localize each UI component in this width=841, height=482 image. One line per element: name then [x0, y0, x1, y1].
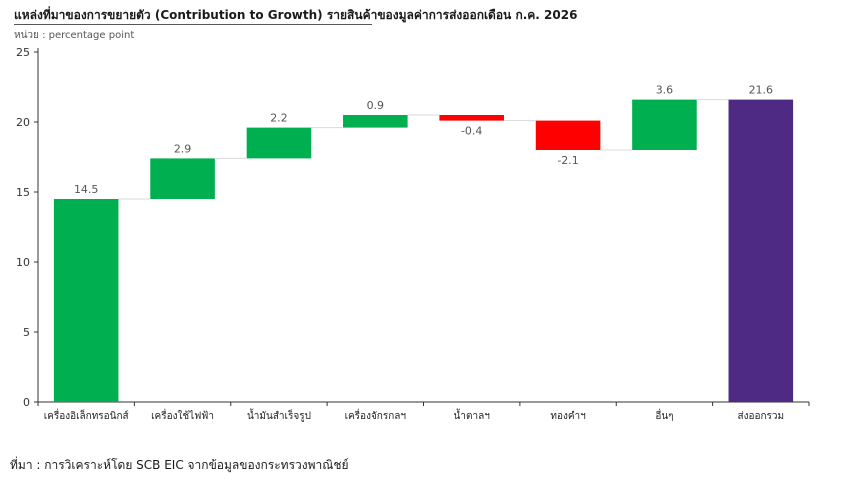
- data-label: 2.9: [174, 142, 192, 155]
- category-label: เครื่องอิเล็กทรอนิกส์: [44, 408, 129, 422]
- category-label: เครื่องจักรกลฯ: [345, 408, 406, 422]
- y-tick-label: 0: [23, 396, 30, 409]
- source-note: ที่มา : การวิเคราะห์โดย SCB EIC จากข้อมู…: [10, 458, 349, 472]
- category-label: ทองคำฯ: [550, 411, 585, 422]
- bar: [632, 99, 697, 150]
- y-tick-label: 10: [16, 256, 30, 269]
- data-label: 21.6: [749, 84, 774, 97]
- bar: [535, 120, 601, 150]
- bar: [343, 115, 408, 128]
- title-underline: [14, 24, 372, 25]
- y-tick-label: 25: [16, 46, 30, 59]
- category-label: อื่นๆ: [655, 408, 673, 422]
- category-label: น้ำมันสำเร็จรูป: [247, 408, 311, 422]
- category-label: น้ำตาลฯ: [454, 408, 490, 422]
- data-label: 3.6: [656, 84, 674, 97]
- data-label: 14.5: [74, 183, 99, 196]
- y-tick-label: 15: [16, 186, 30, 199]
- data-label: -0.4: [461, 125, 482, 138]
- y-tick-label: 5: [23, 326, 30, 339]
- data-label: -2.1: [557, 154, 578, 167]
- category-label: เครื่องใช้ไฟฟ้า: [151, 408, 214, 422]
- bar: [150, 158, 215, 199]
- unit-label: หน่วย : percentage point: [14, 30, 135, 41]
- bar: [728, 99, 794, 402]
- y-tick-label: 20: [16, 116, 30, 129]
- waterfall-chart: 0 5 10 15 20 25 เครื่องอิเล็กทรอนิกส์ 14.5 เครื่…: [16, 46, 810, 422]
- bar: [439, 115, 504, 121]
- bar: [246, 127, 312, 159]
- category-label: ส่งออกรวม: [737, 411, 784, 422]
- data-label: 2.2: [270, 112, 288, 125]
- data-label: 0.9: [367, 99, 385, 112]
- chart-title: แหล่งที่มาของการขยายตัว (Contribution to…: [14, 8, 578, 22]
- bar: [53, 199, 119, 402]
